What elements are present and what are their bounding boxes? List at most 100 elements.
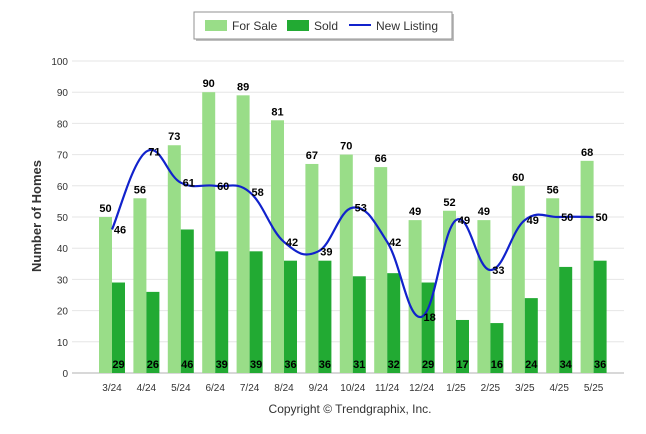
x-tick-label: 10/24 (340, 383, 365, 394)
new-listing-value-label: 18 (423, 312, 435, 324)
bar-sold (318, 260, 332, 373)
sold-value-label: 31 (353, 359, 365, 371)
bar-for-sale (374, 167, 388, 373)
bar-for-sale (580, 160, 594, 373)
bar-for-sale (511, 185, 525, 373)
sold-value-label: 24 (525, 359, 538, 371)
bar-for-sale (339, 154, 353, 373)
sold-value-label: 36 (319, 359, 331, 371)
bar-sold (421, 282, 435, 373)
x-tick-label: 7/24 (240, 383, 260, 394)
bar-for-sale (271, 120, 284, 373)
for-sale-value-label: 89 (237, 81, 249, 93)
for-sale-value-label: 90 (203, 78, 215, 90)
bar-for-sale (305, 163, 319, 373)
bar-for-sale (99, 217, 112, 373)
sold-value-label: 32 (388, 359, 400, 371)
new-listing-value-label: 71 (148, 146, 160, 158)
bar-sold (249, 251, 263, 373)
bar-sold (215, 251, 229, 373)
x-tick-label: 1/25 (446, 383, 466, 394)
x-tick-label: 6/24 (205, 383, 225, 394)
x-tick-label: 11/24 (375, 383, 400, 394)
bar-sold (524, 298, 538, 373)
sold-value-label: 36 (594, 359, 606, 371)
new-listing-value-label: 42 (389, 237, 401, 249)
for-sale-value-label: 66 (375, 153, 387, 165)
bar-sold (180, 229, 194, 373)
y-axis-ticks: 0 10 20 30 40 50 60 70 80 90 100 (51, 57, 68, 380)
sold-value-label: 26 (147, 359, 159, 371)
new-listing-line-group (110, 148, 594, 318)
x-tick-label: 12/24 (409, 383, 434, 394)
for-sale-value-label: 52 (443, 197, 455, 209)
bar-sold (352, 276, 366, 373)
legend: For Sale Sold New Listing (193, 11, 454, 41)
x-axis-ticks: 3/24 4/24 5/24 6/24 7/24 8/24 9/24 10/24 11/24 12… (102, 383, 604, 394)
y-tick-label: 70 (57, 151, 69, 162)
bar-for-sale (133, 198, 147, 373)
y-tick-label: 50 (57, 213, 69, 224)
bar-sold (490, 323, 504, 373)
sold-value-label: 39 (250, 359, 262, 371)
legend-label-new-listing: New Listing (376, 19, 438, 33)
y-tick-label: 80 (57, 119, 69, 130)
bar-for-sale (443, 210, 456, 373)
for-sale-value-label: 73 (168, 131, 180, 143)
new-listing-value-label: 33 (492, 265, 504, 277)
bar-for-sale (546, 198, 560, 373)
y-tick-label: 60 (57, 182, 69, 193)
for-sale-value-label: 50 (99, 203, 111, 215)
for-sale-value-label: 49 (478, 206, 490, 218)
bar-sold (456, 319, 469, 373)
new-listing-value-label: 53 (355, 203, 367, 215)
x-tick-label: 5/24 (171, 383, 191, 394)
legend-box (193, 11, 453, 40)
for-sale-value-label: 67 (306, 150, 318, 162)
x-tick-label: 4/24 (137, 383, 157, 394)
legend-swatch-for-sale (205, 20, 227, 31)
y-tick-label: 30 (57, 275, 69, 286)
new-listing-value-label: 50 (595, 212, 607, 224)
x-tick-label: 5/25 (584, 383, 604, 394)
for-sale-value-label: 60 (512, 172, 524, 184)
new-listing-line (110, 148, 594, 318)
sold-value-label: 29 (422, 359, 434, 371)
y-tick-label: 0 (62, 369, 68, 380)
for-sale-value-label: 81 (271, 106, 283, 118)
for-sale-value-label: 56 (547, 184, 559, 196)
bar-for-sale (202, 92, 216, 373)
sold-value-label: 17 (456, 359, 468, 371)
bar-for-sale (408, 220, 422, 373)
data-labels: 50 29 56 26 73 46 90 39 89 39 81 36 67 36 70 31 66 32 49 29… (99, 78, 607, 371)
y-tick-label: 90 (57, 88, 69, 99)
sold-value-label: 34 (560, 359, 573, 371)
bars (99, 92, 607, 373)
x-tick-label: 3/25 (515, 383, 535, 394)
new-listing-value-label: 49 (527, 215, 539, 227)
legend-label-for-sale: For Sale (232, 19, 278, 33)
y-axis-label: Number of Homes (29, 160, 44, 272)
new-listing-value-label: 49 (458, 215, 470, 227)
new-listing-value-label: 42 (286, 237, 298, 249)
bar-for-sale (477, 220, 491, 373)
sold-value-label: 46 (181, 359, 193, 371)
x-tick-label: 4/25 (549, 383, 569, 394)
for-sale-value-label: 68 (581, 147, 593, 159)
bar-sold (112, 282, 125, 373)
bar-for-sale (167, 145, 181, 373)
new-listing-value-label: 58 (251, 187, 263, 199)
bar-sold (593, 260, 607, 373)
for-sale-value-label: 49 (409, 206, 421, 218)
sold-value-label: 36 (284, 359, 296, 371)
legend-swatch-sold (287, 20, 309, 31)
new-listing-value-label: 50 (561, 212, 573, 224)
y-tick-label: 10 (57, 338, 69, 349)
x-tick-label: 2/25 (481, 383, 501, 394)
x-tick-label: 3/24 (102, 383, 122, 394)
new-listing-value-label: 39 (320, 246, 332, 258)
bar-sold (387, 273, 401, 373)
x-tick-label: 8/24 (274, 383, 294, 394)
sold-value-label: 16 (491, 359, 503, 371)
